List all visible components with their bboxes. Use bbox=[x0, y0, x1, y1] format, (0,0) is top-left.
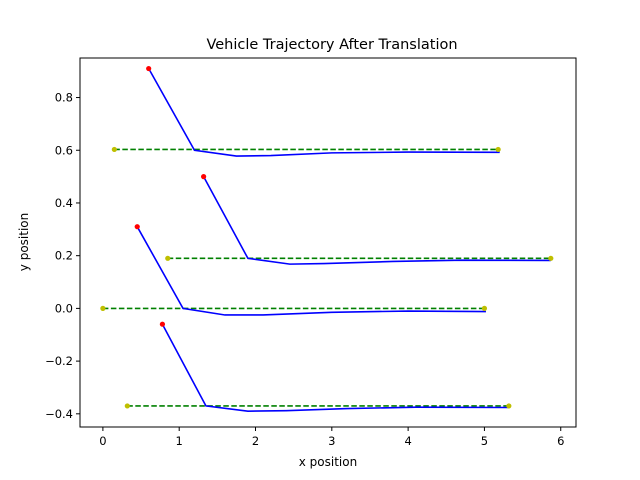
y-tick-label: 0.8 bbox=[55, 91, 73, 105]
trajectory-4 bbox=[124, 321, 512, 412]
y-tick-label: 0.0 bbox=[55, 301, 73, 315]
x-tick-label: 1 bbox=[176, 434, 183, 448]
reference-point-4-1 bbox=[124, 403, 130, 409]
y-tick-label: 0.2 bbox=[55, 249, 73, 263]
x-tick-label: 2 bbox=[252, 434, 259, 448]
x-axis-label: x position bbox=[299, 455, 357, 469]
trajectory-1 bbox=[111, 65, 501, 157]
plot-frame bbox=[79, 57, 577, 428]
reference-point-3-2 bbox=[481, 305, 488, 311]
y-axis-ticks: −0.4 −0.2 0.0 0.2 0.4 0.6 0.8 bbox=[45, 91, 80, 421]
chart-title: Vehicle Trajectory After Translation bbox=[206, 37, 457, 53]
start-point-2 bbox=[201, 174, 207, 180]
reference-point-3-1 bbox=[100, 305, 106, 311]
y-tick-label: 0.4 bbox=[55, 196, 73, 210]
x-tick-label: 0 bbox=[99, 434, 106, 448]
reference-point-1-1 bbox=[111, 146, 117, 153]
trajectory-line-4 bbox=[161, 323, 509, 412]
reference-point-2-1 bbox=[165, 255, 171, 261]
x-axis-ticks: 0 1 2 3 4 5 6 bbox=[99, 427, 564, 448]
start-point-3 bbox=[134, 224, 140, 230]
y-tick-label: 0.6 bbox=[55, 143, 73, 157]
reference-point-4-2 bbox=[506, 403, 512, 409]
x-tick-label: 4 bbox=[404, 434, 411, 448]
x-tick-label: 6 bbox=[557, 434, 564, 448]
y-axis-label: y position bbox=[17, 213, 31, 271]
start-point-1 bbox=[146, 65, 152, 72]
x-tick-label: 3 bbox=[328, 434, 335, 448]
reference-point-2-2 bbox=[548, 255, 554, 261]
y-tick-label: −0.4 bbox=[45, 407, 73, 421]
start-point-4 bbox=[159, 321, 166, 327]
reference-point-1-2 bbox=[495, 146, 501, 153]
y-tick-label: −0.2 bbox=[45, 354, 73, 368]
trajectory-line-1 bbox=[147, 68, 500, 157]
trajectory-line-2 bbox=[202, 176, 551, 265]
x-tick-label: 5 bbox=[481, 434, 488, 448]
trajectory-3 bbox=[100, 224, 488, 316]
trajectory-line-3 bbox=[136, 226, 486, 316]
trajectory-2 bbox=[165, 174, 554, 265]
plot-marks bbox=[100, 65, 554, 412]
